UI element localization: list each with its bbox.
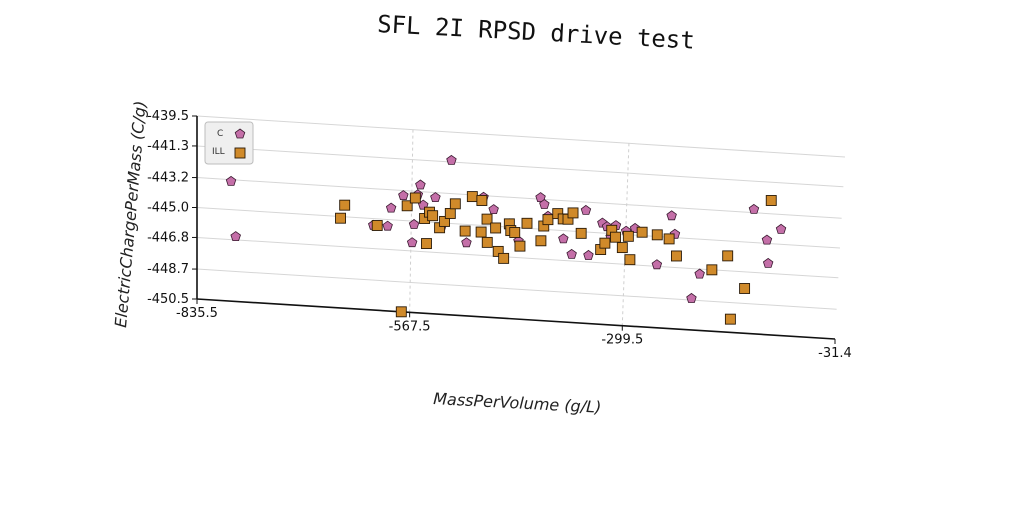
ill-data-point [371, 220, 383, 231]
ill-data-point [509, 227, 521, 238]
legend-markers [234, 128, 246, 159]
c-data-point [762, 257, 774, 268]
legend: C ILL [204, 121, 254, 165]
y-tick-label: -446.8 [147, 230, 189, 245]
ill-data-point [535, 235, 547, 247]
c-data-point [539, 199, 550, 209]
c-data-point [666, 210, 677, 221]
ill-data-point [427, 210, 439, 222]
legend-marker-c [234, 128, 246, 139]
c-data-point [406, 237, 418, 248]
y-grid-line [196, 145, 844, 188]
ill-data-point [490, 222, 502, 234]
ill-data-point [616, 242, 628, 254]
y-grid-line [196, 268, 837, 310]
ill-data-point [401, 200, 413, 212]
ill-data-point [466, 191, 478, 203]
y-tick-label: -448.7 [147, 262, 189, 277]
c-data-point [488, 204, 499, 215]
ill-data-point [521, 217, 533, 229]
legend-marker-ill [234, 147, 246, 159]
ill-data-point [706, 264, 718, 276]
x-axis-title: MassPerVolume (g/L) [433, 389, 602, 417]
y-tick-label: -441.3 [147, 139, 189, 154]
c-data-point [583, 249, 594, 260]
c-data-point [535, 192, 546, 203]
ill-data-point [476, 195, 488, 206]
legend-label-ill: ILL [212, 147, 225, 157]
ill-data-point [542, 214, 554, 226]
ill-data-point [459, 225, 471, 237]
ill-data-point [449, 198, 461, 210]
c-data-point [230, 231, 241, 242]
c-data-point [461, 237, 472, 248]
x-tick-label: -299.5 [601, 333, 643, 348]
x-tick-label: -835.5 [176, 306, 218, 321]
y-grid-line [196, 177, 842, 219]
ill-data-point [610, 231, 621, 243]
y-tick-label: -445.0 [147, 201, 189, 216]
ill-data-point [475, 226, 487, 238]
c-data-point [446, 154, 457, 165]
x-tick-label: -567.5 [389, 319, 431, 334]
ill-data-point [339, 199, 351, 211]
c-data-point [775, 223, 787, 234]
ill-data-point [599, 237, 611, 249]
y-tick-label: -439.5 [147, 109, 189, 124]
c-data-point [761, 234, 773, 245]
ill-data-point [663, 233, 675, 245]
ill-data-point [636, 226, 648, 238]
ill-data-point [444, 208, 456, 219]
x-tick-label: -31.4 [818, 346, 852, 361]
y-grid-line [196, 236, 839, 279]
c-data-point [651, 259, 663, 270]
ill-data-point [421, 238, 432, 250]
ill-data-point [575, 227, 587, 239]
ill-data-point [670, 250, 682, 262]
c-data-point [415, 179, 426, 190]
ill-data-point [567, 207, 579, 219]
c-data-point [686, 292, 697, 303]
c-data-point [580, 204, 592, 215]
c-data-point [694, 268, 705, 279]
ill-data-point [498, 252, 510, 264]
ill-data-point [514, 240, 526, 252]
ill-data-point [481, 236, 493, 248]
c-data-point [430, 192, 441, 203]
c-data-point [382, 220, 393, 231]
c-data-point [566, 248, 577, 259]
y-grid-line [196, 115, 846, 158]
y-tick-label: -450.5 [147, 292, 189, 307]
ill-data-point [624, 254, 636, 266]
ill-data-point [409, 192, 421, 204]
y-tick-label: -443.2 [147, 171, 189, 186]
ill-data-point [622, 230, 634, 242]
c-data-point [225, 175, 237, 186]
ill-data-point [335, 212, 346, 224]
ill-data-point [739, 283, 751, 294]
ill-data-point [439, 215, 450, 227]
points-layer [225, 154, 787, 325]
c-data-point [385, 202, 397, 213]
legend-box [204, 121, 254, 165]
ill-data-point [722, 250, 734, 262]
c-data-point [558, 233, 569, 244]
ill-data-point [765, 195, 777, 206]
y-axis-title: ElectricChargePerMass (C/g) [111, 100, 150, 328]
labels-layer: -439.5 -441.3 -443.2 -445.0 -446.8 -448.7 -450… [147, 109, 852, 361]
legend-label-c: C [217, 129, 223, 139]
c-data-point [408, 219, 420, 229]
x-grid-line [409, 129, 414, 313]
x-axis-line [196, 298, 836, 340]
ill-data-point [651, 229, 663, 241]
c-data-point [398, 190, 409, 201]
ill-data-point [724, 313, 736, 325]
ill-data-point [395, 306, 407, 318]
axes-layer [192, 115, 836, 344]
ill-data-point [481, 213, 493, 225]
c-data-point [748, 203, 760, 214]
